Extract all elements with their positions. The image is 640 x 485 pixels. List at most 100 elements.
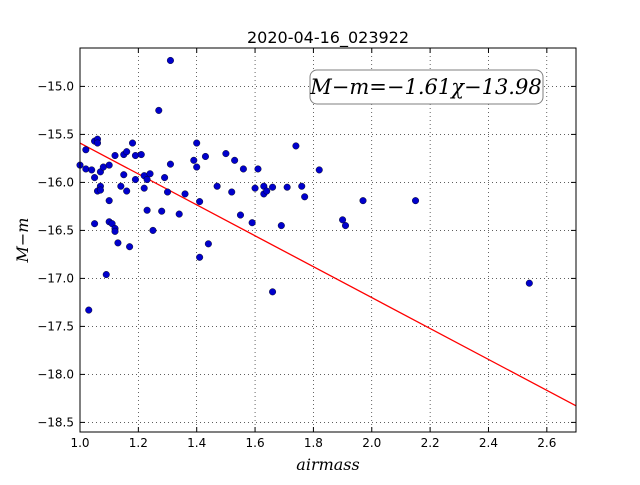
data-point (164, 188, 172, 196)
data-point (85, 306, 93, 314)
data-point (248, 219, 256, 227)
x-tick-label: 1.4 (187, 436, 206, 450)
plot-frame (79, 47, 577, 433)
x-tick-label: 1.0 (70, 436, 89, 450)
data-point (123, 148, 131, 156)
data-point (315, 166, 323, 174)
data-point (222, 150, 230, 158)
data-point (88, 166, 96, 174)
fit-equation-frame (309, 69, 544, 105)
data-point (236, 211, 244, 219)
y-tick-label: −17.0 (37, 271, 74, 285)
data-point (190, 156, 198, 164)
data-point (91, 220, 99, 228)
fit-line (79, 142, 577, 407)
data-point (193, 139, 201, 147)
data-point (283, 183, 291, 191)
data-point (193, 163, 201, 171)
data-point (231, 156, 239, 164)
x-tick-label: 1.2 (129, 436, 148, 450)
fit-line-layer (79, 142, 577, 407)
data-point (111, 152, 119, 160)
data-point (91, 174, 99, 182)
x-tick-labels: 1.0 1.2 1.4 1.6 1.8 2.0 2.2 2.4 2.6 (70, 436, 556, 450)
data-point (99, 163, 107, 171)
data-point (277, 222, 285, 230)
data-point (204, 240, 212, 248)
data-point (196, 253, 204, 261)
data-point (117, 182, 125, 190)
data-point (131, 176, 139, 184)
data-point (82, 165, 90, 173)
x-tick-label: 2.6 (537, 436, 556, 450)
data-point (251, 184, 259, 192)
y-tick-label: −15.0 (37, 79, 74, 93)
data-point (123, 187, 131, 195)
y-tick-label: −18.0 (37, 367, 74, 381)
fit-equation-box: M−m=−1.61χ−13.98 (309, 69, 544, 105)
data-point (143, 176, 151, 184)
data-point (175, 210, 183, 218)
y-axis-label: M−m (13, 218, 32, 264)
x-tick-label: 2.4 (479, 436, 498, 450)
data-point (82, 146, 90, 154)
grid-lines (79, 48, 576, 432)
data-point (161, 174, 169, 182)
data-point (228, 188, 236, 196)
y-tick-label: −16.5 (37, 223, 74, 237)
x-tick-label: 1.8 (304, 436, 323, 450)
data-point (412, 197, 420, 205)
data-point (96, 186, 104, 194)
y-tick-label: −17.5 (37, 319, 74, 333)
data-point (155, 106, 163, 114)
data-point (120, 171, 128, 179)
x-tick-label: 2.0 (362, 436, 381, 450)
data-point (105, 161, 113, 169)
data-point (137, 151, 145, 159)
y-tick-label: −15.5 (37, 127, 74, 141)
data-point (166, 160, 174, 168)
data-point (269, 288, 277, 296)
axis-ticks (79, 48, 576, 432)
data-point (213, 182, 221, 190)
x-axis-label: airmass (296, 455, 359, 474)
data-point (339, 216, 347, 224)
x-tick-label: 1.6 (246, 436, 265, 450)
chart-title: 2020-04-16_023922 (247, 28, 409, 48)
fit-equation-text: M−m=−1.61χ−13.98 (309, 75, 541, 99)
data-point (342, 222, 350, 230)
data-point (298, 182, 306, 190)
data-point (166, 56, 174, 64)
data-point (131, 152, 139, 160)
data-point (146, 170, 154, 178)
y-tick-label: −16.0 (37, 175, 74, 189)
data-point (114, 239, 122, 247)
data-point (196, 198, 204, 206)
data-point (359, 197, 367, 205)
data-point (158, 207, 166, 215)
plot-area (80, 48, 576, 432)
y-tick-label: −18.5 (37, 415, 74, 429)
data-point (105, 197, 113, 205)
data-point (102, 271, 110, 279)
y-tick-labels: −15.0 −15.5 −16.0 −16.5 −17.0 −17.5 −18.0 −18.5 (37, 79, 74, 429)
data-point (239, 165, 247, 173)
data-point (129, 139, 137, 147)
data-point (301, 193, 309, 201)
data-point (94, 139, 102, 147)
x-tick-label: 2.2 (421, 436, 440, 450)
data-point (254, 165, 262, 173)
data-point (143, 206, 151, 214)
data-point (263, 187, 271, 195)
data-point (525, 279, 533, 287)
data-point (269, 183, 277, 191)
data-point (292, 142, 300, 150)
data-point (201, 152, 209, 160)
data-point (111, 227, 119, 235)
data-point (126, 243, 134, 251)
data-point (181, 190, 189, 198)
data-points (76, 56, 533, 314)
data-point (140, 184, 148, 192)
data-point (149, 226, 157, 234)
